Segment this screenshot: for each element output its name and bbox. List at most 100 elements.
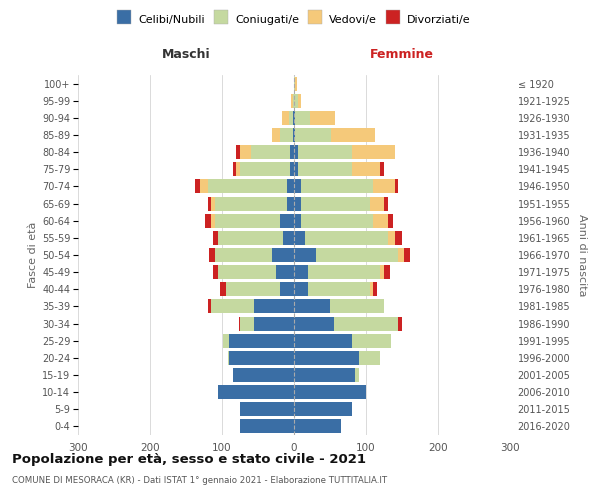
Bar: [293, 94, 294, 108]
Bar: [218, 385, 294, 399]
Bar: [294, 214, 301, 228]
Bar: [212, 265, 218, 279]
Bar: [294, 94, 298, 108]
Bar: [298, 162, 352, 176]
Text: Femmine: Femmine: [370, 48, 434, 62]
Bar: [294, 316, 334, 330]
Bar: [370, 282, 373, 296]
Bar: [295, 128, 331, 142]
Bar: [301, 196, 370, 210]
Bar: [298, 94, 301, 108]
Bar: [289, 111, 293, 125]
Bar: [352, 145, 395, 159]
Bar: [388, 214, 394, 228]
Bar: [398, 316, 402, 330]
Bar: [310, 111, 335, 125]
Bar: [316, 248, 398, 262]
Bar: [308, 265, 380, 279]
Bar: [218, 265, 276, 279]
Bar: [384, 196, 388, 210]
Bar: [373, 180, 395, 194]
Text: Popolazione per età, sesso e stato civile - 2021: Popolazione per età, sesso e stato civil…: [12, 452, 366, 466]
Bar: [240, 316, 254, 330]
Bar: [294, 145, 298, 159]
Bar: [276, 265, 294, 279]
Bar: [194, 180, 200, 194]
Bar: [331, 128, 374, 142]
Bar: [240, 402, 294, 416]
Bar: [298, 145, 352, 159]
Bar: [294, 420, 341, 434]
Bar: [370, 196, 384, 210]
Bar: [290, 162, 294, 176]
Bar: [240, 145, 251, 159]
Bar: [294, 351, 359, 365]
Bar: [239, 316, 240, 330]
Bar: [228, 351, 229, 365]
Bar: [294, 180, 301, 194]
Bar: [355, 368, 359, 382]
Bar: [280, 214, 294, 228]
Bar: [294, 265, 308, 279]
Bar: [272, 128, 280, 142]
Bar: [294, 196, 301, 210]
Bar: [294, 402, 352, 416]
Bar: [294, 162, 298, 176]
Bar: [395, 231, 402, 245]
Bar: [205, 214, 211, 228]
Bar: [294, 231, 305, 245]
Bar: [233, 162, 236, 176]
Bar: [280, 128, 293, 142]
Bar: [287, 180, 294, 194]
Bar: [236, 162, 240, 176]
Bar: [287, 196, 294, 210]
Bar: [398, 248, 404, 262]
Y-axis label: Anni di nascita: Anni di nascita: [577, 214, 587, 296]
Bar: [208, 196, 211, 210]
Legend: Celibi/Nubili, Coniugati/e, Vedovi/e, Divorziati/e: Celibi/Nubili, Coniugati/e, Vedovi/e, Di…: [113, 10, 475, 30]
Bar: [240, 420, 294, 434]
Bar: [211, 214, 215, 228]
Bar: [395, 180, 398, 194]
Bar: [308, 282, 370, 296]
Bar: [209, 248, 215, 262]
Bar: [373, 214, 388, 228]
Bar: [251, 145, 290, 159]
Bar: [330, 300, 384, 314]
Bar: [295, 76, 297, 90]
Bar: [208, 300, 211, 314]
Bar: [305, 231, 388, 245]
Bar: [233, 368, 294, 382]
Bar: [229, 351, 294, 365]
Bar: [295, 111, 310, 125]
Bar: [334, 316, 398, 330]
Y-axis label: Fasce di età: Fasce di età: [28, 222, 38, 288]
Bar: [212, 231, 218, 245]
Bar: [282, 111, 289, 125]
Bar: [215, 248, 272, 262]
Bar: [283, 231, 294, 245]
Bar: [294, 334, 352, 347]
Bar: [352, 162, 380, 176]
Bar: [293, 128, 294, 142]
Bar: [384, 265, 390, 279]
Bar: [301, 214, 373, 228]
Bar: [359, 351, 380, 365]
Bar: [293, 111, 294, 125]
Bar: [294, 282, 308, 296]
Bar: [200, 180, 208, 194]
Bar: [373, 282, 377, 296]
Bar: [215, 214, 280, 228]
Text: COMUNE DI MESORACA (KR) - Dati ISTAT 1° gennaio 2021 - Elaborazione TUTTITALIA.I: COMUNE DI MESORACA (KR) - Dati ISTAT 1° …: [12, 476, 387, 485]
Bar: [291, 94, 293, 108]
Bar: [272, 248, 294, 262]
Bar: [211, 300, 254, 314]
Bar: [404, 248, 410, 262]
Bar: [254, 316, 294, 330]
Bar: [208, 180, 287, 194]
Text: Maschi: Maschi: [161, 48, 211, 62]
Bar: [236, 145, 240, 159]
Bar: [254, 300, 294, 314]
Bar: [240, 162, 290, 176]
Bar: [290, 145, 294, 159]
